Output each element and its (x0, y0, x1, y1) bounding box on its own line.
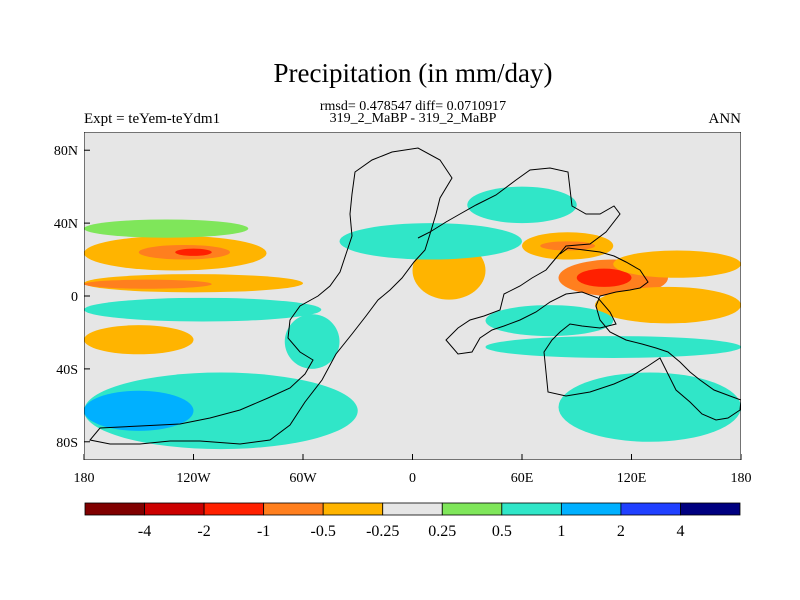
colorbar-box (680, 502, 741, 516)
contour-region-west-pacific-dry (613, 250, 741, 278)
x-tick-label: 180 (74, 471, 95, 486)
colorbar-box (263, 502, 324, 516)
colorbar-box (203, 502, 265, 516)
contour-region-south-pacific-dry (84, 325, 194, 355)
contour-region-arabia-wet (467, 186, 577, 224)
colorbar-label: 0.25 (428, 523, 456, 540)
x-tick-label: 0 (409, 471, 416, 486)
y-tick-label: 80S (56, 436, 78, 451)
colorbar-label: -0.25 (366, 523, 399, 540)
colorbar-box (620, 502, 681, 516)
contour-region-indian-ocean-wet (485, 305, 614, 337)
contour-region-equatorial-pacific-dry-core (84, 279, 212, 289)
season-label: ANN (709, 111, 742, 127)
coastline-outline (89, 147, 741, 445)
colorbar-box (441, 502, 503, 516)
y-tick-label: 40S (56, 363, 78, 378)
colorbar-label: -0.5 (311, 523, 336, 540)
colorbar-label: -1 (257, 523, 270, 540)
contour-region-southern-ocean-wet-core (84, 390, 194, 431)
colorbar-label: 2 (617, 523, 625, 540)
y-tick-label: 80N (54, 144, 78, 159)
coastline-africa-eurasia (417, 167, 741, 421)
colorbar-label: -4 (138, 523, 151, 540)
experiment-label: Expt = teYem-teYdm1 (84, 111, 220, 127)
contour-region-north-pacific-wet-band (84, 219, 249, 238)
colorbar-label: -2 (197, 523, 210, 540)
contour-region-southern-indian-wet (558, 372, 741, 442)
colorbar: -4 -2 -1 -0.5 -0.25 0.25 0.5 1 2 4 (84, 502, 741, 540)
colorbar-box (382, 502, 443, 516)
x-tick-label: 120E (617, 471, 647, 486)
colorbar-box (560, 502, 622, 516)
contour-region-equatorial-pacific-wet (84, 297, 322, 322)
subtitle-cases: 319_2_MaBP - 319_2_MaBP (330, 111, 497, 126)
colorbar-label: 1 (557, 523, 565, 540)
contour-region-sahara-wet (339, 223, 522, 260)
x-tick-label: 60W (289, 471, 317, 486)
contour-region-maritime-dry (595, 286, 741, 324)
y-axis-ticks: 80N 40N 0 40S 80S (54, 144, 90, 451)
x-tick-label: 120W (176, 471, 211, 486)
coastline-americas (89, 147, 453, 445)
map-area (84, 132, 741, 460)
contour-regions (84, 186, 741, 450)
colorbar-box (144, 502, 205, 516)
colorbar-box (322, 502, 384, 516)
x-tick-label: 180 (731, 471, 752, 486)
contour-region-north-pacific-dry-peak (175, 248, 212, 256)
y-tick-label: 40N (54, 217, 78, 232)
x-tick-label: 60E (511, 471, 534, 486)
x-axis-ticks: 180 120W 60W 0 60E 120E 180 (74, 454, 752, 486)
contour-region-south-indian-wet (485, 336, 741, 358)
subtitle-stats: rmsd= 0.478547 diff= 0.0710917 (320, 99, 506, 114)
colorbar-box (501, 502, 562, 516)
contour-region-indian-monsoon-dry-core (576, 268, 632, 287)
colorbar-label: 4 (676, 523, 684, 540)
colorbar-label: 0.5 (492, 523, 512, 540)
chart-title: Precipitation (in mm/day) (274, 58, 553, 88)
colorbar-box (84, 502, 145, 516)
y-tick-label: 0 (71, 290, 78, 305)
contour-region-south-america-wet (284, 314, 340, 369)
